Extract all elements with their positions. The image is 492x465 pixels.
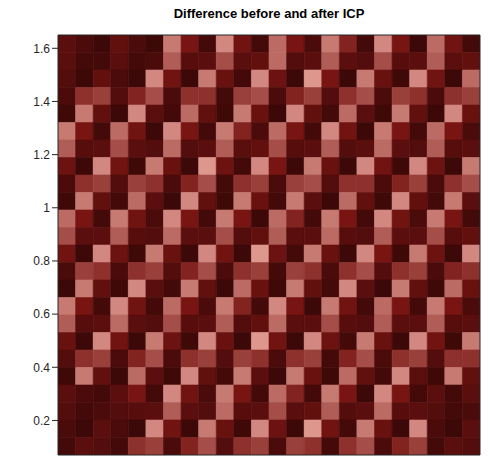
svg-text:0.2: 0.2 — [33, 414, 50, 428]
svg-text:0.4: 0.4 — [33, 361, 50, 375]
svg-text:0.6: 0.6 — [33, 307, 50, 321]
svg-text:1.6: 1.6 — [33, 42, 50, 56]
html-text:Difference before and after IC: Difference before and after ICP — [173, 6, 365, 21]
svg-text:1: 1 — [43, 201, 50, 215]
svg-text:0.8: 0.8 — [33, 254, 50, 268]
svg-text:1.2: 1.2 — [33, 148, 50, 162]
svg-text:1.4: 1.4 — [33, 95, 50, 109]
